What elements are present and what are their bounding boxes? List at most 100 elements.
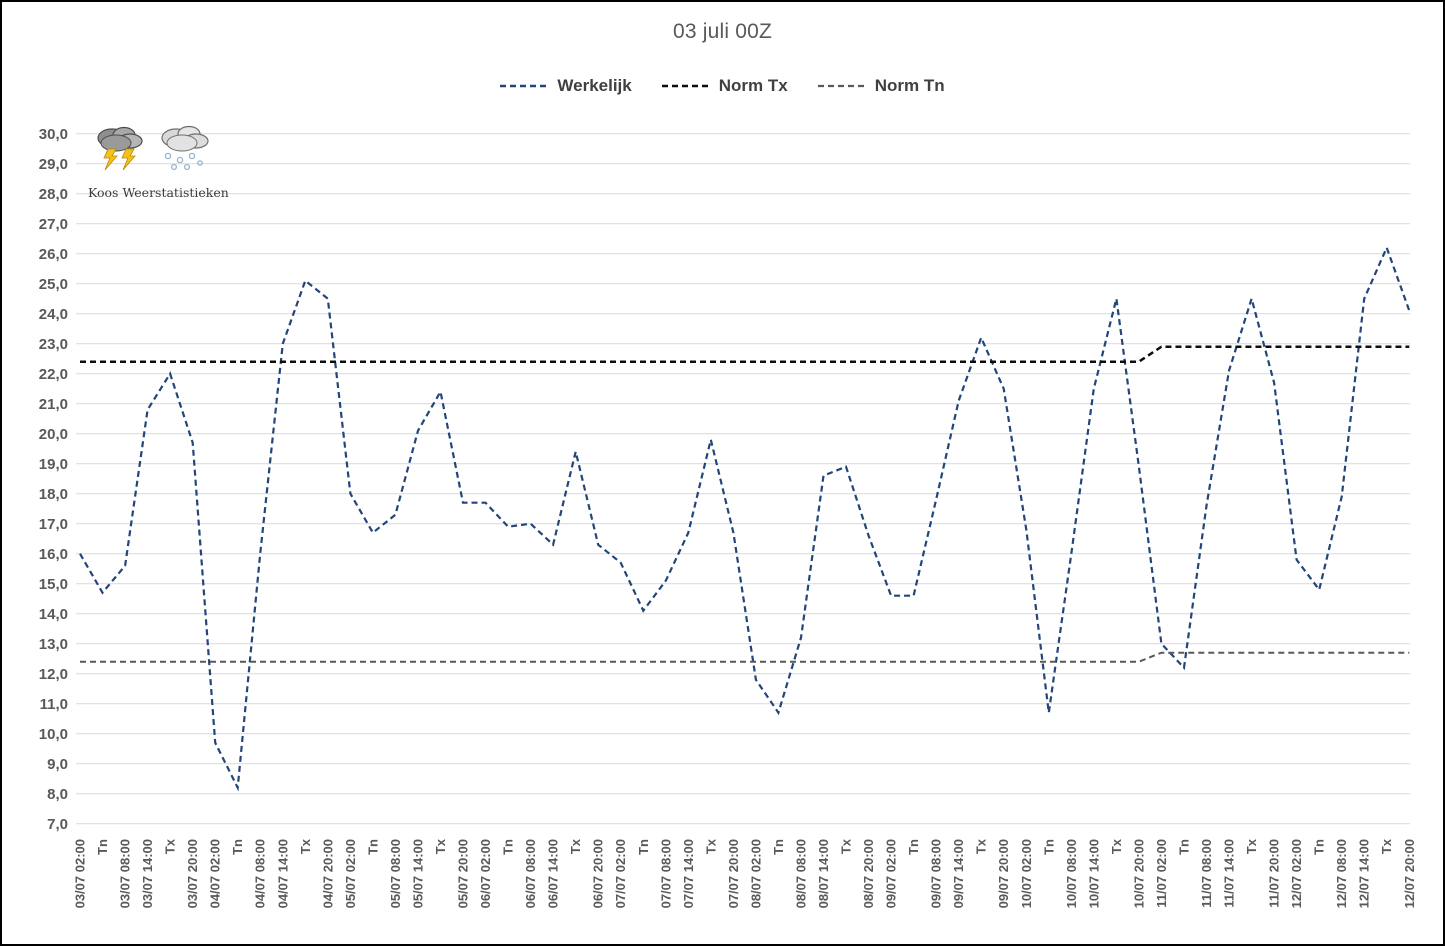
- x-tick-label: Tx: [1379, 838, 1394, 854]
- x-tick-label: 04/07 08:00: [253, 839, 268, 908]
- x-tick-label: Tn: [1041, 839, 1056, 855]
- series-norm-tn: [80, 651, 1410, 663]
- y-tick-label: 17,0: [39, 516, 68, 533]
- x-tick-label: 07/07 14:00: [681, 839, 696, 908]
- snow-cloud-icon: [161, 125, 209, 171]
- legend-label-norm-tx: Norm Tx: [718, 76, 788, 95]
- x-tick-label: 06/07 20:00: [591, 839, 606, 908]
- series-werkelijk: [79, 244, 1411, 792]
- x-tick-label: 03/07 14:00: [140, 839, 155, 908]
- y-tick-label: 19,0: [39, 456, 68, 473]
- legend-item-norm-tn: Norm Tn: [817, 76, 945, 96]
- x-tick-label: Tx: [703, 838, 718, 854]
- x-tick-label: Tn: [771, 839, 786, 855]
- y-tick-label: 14,0: [39, 606, 68, 623]
- legend-item-werkelijk: Werkelijk: [500, 76, 632, 96]
- x-tick-label: 03/07 02:00: [73, 839, 88, 908]
- x-tick-label: 06/07 08:00: [523, 839, 538, 908]
- norm-tn-dash-icon: [817, 84, 866, 88]
- x-tick-label: Tx: [974, 838, 989, 854]
- y-tick-label: 8,0: [47, 786, 68, 803]
- x-tick-label: 07/07 02:00: [613, 839, 628, 908]
- y-tick-label: 15,0: [39, 576, 68, 593]
- brand-caption: Koos Weerstatistieken: [88, 185, 229, 200]
- x-tick-label: Tx: [433, 838, 448, 854]
- x-tick-label: Tx: [1109, 838, 1124, 854]
- y-tick-label: 26,0: [39, 246, 68, 263]
- x-tick-label: 08/07 08:00: [793, 839, 808, 908]
- x-tick-label: Tx: [839, 838, 854, 854]
- x-tick-label: 08/07 02:00: [748, 839, 763, 908]
- x-tick-label: 12/07 02:00: [1289, 839, 1304, 908]
- x-tick-label: 05/07 02:00: [343, 839, 358, 908]
- x-tick-label: 09/07 20:00: [996, 839, 1011, 908]
- x-tick-label: 03/07 08:00: [118, 839, 133, 908]
- y-tick-label: 16,0: [39, 546, 68, 563]
- y-tick-label: 11,0: [40, 696, 68, 713]
- werkelijk-dash-icon: [500, 84, 549, 88]
- chart-title: 03 juli 00Z: [672, 20, 773, 43]
- y-tick-label: 12,0: [39, 666, 68, 683]
- legend: Werkelijk Norm Tx Norm Tn: [2, 76, 1443, 96]
- x-tick-label: Tn: [636, 839, 651, 855]
- x-tick-label: 11/07 20:00: [1267, 839, 1282, 908]
- x-tick-label: Tn: [1176, 839, 1191, 855]
- y-tick-label: 21,0: [39, 396, 68, 413]
- x-tick-label: Tn: [1312, 839, 1327, 855]
- y-tick-label: 22,0: [39, 366, 68, 383]
- y-tick-label: 23,0: [39, 336, 68, 353]
- y-tick-label: 18,0: [39, 486, 68, 503]
- x-tick-label: 09/07 08:00: [929, 839, 944, 908]
- legend-item-norm-tx: Norm Tx: [661, 76, 788, 96]
- x-tick-label: Tx: [163, 838, 178, 854]
- y-tick-label: 10,0: [39, 726, 68, 743]
- x-tick-label: Tn: [906, 839, 921, 855]
- y-tick-label: 9,0: [47, 756, 68, 773]
- y-tick-label: 30,0: [39, 126, 68, 143]
- x-tick-label: 10/07 02:00: [1019, 839, 1034, 908]
- x-tick-label: 11/07 14:00: [1222, 839, 1237, 908]
- x-tick-label: 03/07 20:00: [185, 839, 200, 908]
- x-tick-label: 10/07 14:00: [1086, 839, 1101, 908]
- x-tick-label: 05/07 08:00: [388, 839, 403, 908]
- y-tick-label: 20,0: [39, 426, 68, 443]
- x-tick-label: Tn: [230, 839, 245, 855]
- x-tick-label: 04/07 14:00: [275, 839, 290, 908]
- y-tick-label: 27,0: [39, 216, 68, 233]
- x-tick-label: 12/07 20:00: [1402, 839, 1417, 908]
- x-tick-label: 04/07 20:00: [320, 839, 335, 908]
- x-tick-label: 07/07 20:00: [726, 839, 741, 908]
- brand-logo: Koos Weerstatistieken: [88, 122, 229, 200]
- y-tick-label: 7,0: [47, 816, 68, 833]
- y-tick-label: 28,0: [39, 186, 68, 203]
- legend-label-norm-tn: Norm Tn: [874, 76, 945, 95]
- x-tick-label: Tn: [95, 839, 110, 855]
- series-norm-tx: [80, 345, 1410, 363]
- x-tick-label: 09/07 02:00: [884, 839, 899, 908]
- x-tick-label: 10/07 20:00: [1131, 839, 1146, 908]
- x-tick-label: 06/07 14:00: [546, 839, 561, 908]
- x-tick-label: Tx: [568, 838, 583, 854]
- y-tick-label: 24,0: [39, 306, 68, 323]
- weather-logo-icons: [97, 125, 209, 171]
- y-tick-label: 13,0: [39, 636, 68, 653]
- x-tick-label: 08/07 20:00: [861, 839, 876, 908]
- x-tick-label: 04/07 02:00: [208, 839, 223, 908]
- x-tick-label: Tn: [501, 839, 516, 855]
- x-tick-label: 10/07 08:00: [1064, 839, 1079, 908]
- legend-label-werkelijk: Werkelijk: [557, 76, 632, 95]
- x-tick-label: Tx: [1244, 838, 1259, 854]
- x-tick-label: Tx: [298, 838, 313, 854]
- norm-tx-dash-icon: [661, 84, 710, 88]
- x-tick-label: 05/07 14:00: [410, 839, 425, 908]
- y-tick-label: 29,0: [39, 156, 68, 173]
- x-tick-label: 09/07 14:00: [951, 839, 966, 908]
- x-tick-label: 12/07 08:00: [1334, 839, 1349, 908]
- x-tick-label: 06/07 02:00: [478, 839, 493, 908]
- x-tick-label: 07/07 08:00: [658, 839, 673, 908]
- x-tick-label: 11/07 08:00: [1199, 839, 1214, 908]
- storm-cloud-lightning-icon: [97, 126, 143, 171]
- x-tick-label: 05/07 20:00: [456, 839, 471, 908]
